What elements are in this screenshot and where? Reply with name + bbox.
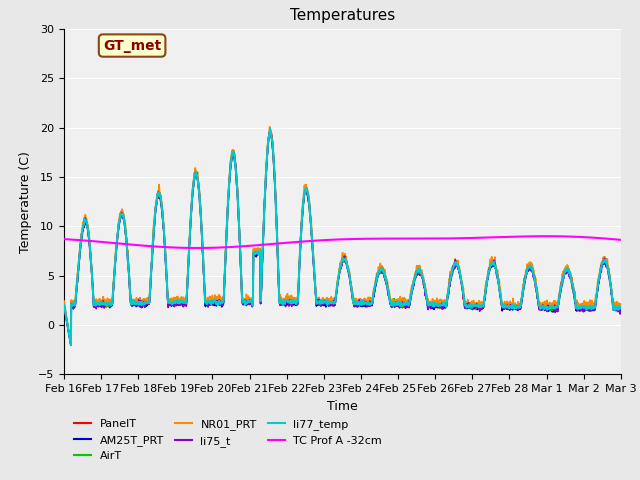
Y-axis label: Temperature (C): Temperature (C)	[19, 151, 33, 252]
X-axis label: Time: Time	[327, 400, 358, 413]
Text: GT_met: GT_met	[103, 38, 161, 52]
Legend: PanelT, AM25T_PRT, AirT, NR01_PRT, li75_t, li77_temp, TC Prof A -32cm: PanelT, AM25T_PRT, AirT, NR01_PRT, li75_…	[70, 415, 387, 466]
Title: Temperatures: Temperatures	[290, 9, 395, 24]
